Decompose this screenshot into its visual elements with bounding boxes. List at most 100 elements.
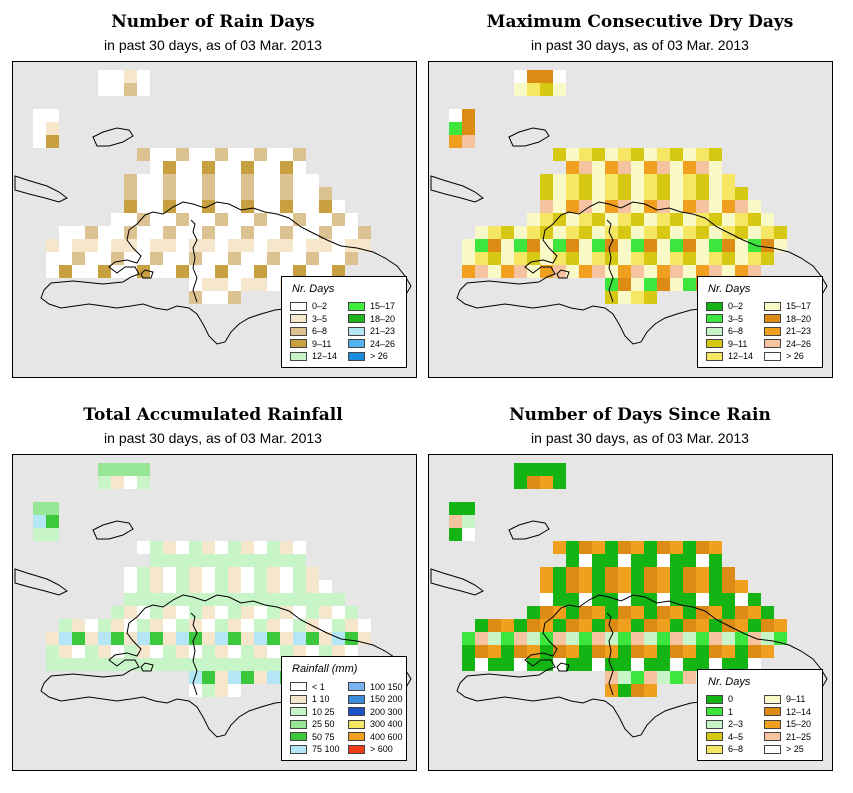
grid-cell: [683, 541, 696, 554]
legend-item: 18–20: [348, 313, 395, 324]
grid-cell: [631, 645, 644, 658]
grid-cell: [215, 606, 228, 619]
grid-cell: [293, 580, 306, 593]
grid-cell: [696, 252, 709, 265]
grid-cell: [709, 213, 722, 226]
grid-cell: [527, 252, 540, 265]
grid-cell: [475, 632, 488, 645]
grid-cell: [631, 148, 644, 161]
grid-cell: [722, 645, 735, 658]
grid-cell: [683, 278, 696, 291]
grid-cell: [683, 213, 696, 226]
grid-cell: [761, 252, 774, 265]
grid-cell: [657, 645, 670, 658]
legend-label: 21–23: [786, 326, 812, 336]
grid-cell: [306, 606, 319, 619]
grid-cell: [306, 200, 319, 213]
panel-4-title: Number of Days Since Rain: [509, 405, 771, 425]
grid-cell: [293, 213, 306, 226]
grid-cell: [293, 239, 306, 252]
grid-cell: [748, 265, 761, 278]
grid-cell: [683, 567, 696, 580]
grid-cell: [696, 174, 709, 187]
grid-cell: [137, 606, 150, 619]
legend-swatch: [290, 682, 307, 691]
grid-cell: [566, 226, 579, 239]
grid-cell: [618, 619, 631, 632]
grid-cell: [319, 252, 332, 265]
grid-cell: [462, 252, 475, 265]
grid-cell: [644, 161, 657, 174]
grid-cell: [293, 645, 306, 658]
grid-cell: [215, 174, 228, 187]
grid-cell: [696, 632, 709, 645]
grid-cell: [514, 658, 527, 671]
grid-cell: [618, 671, 631, 684]
legend-item: 24–26: [764, 338, 811, 349]
grid-cell: [293, 226, 306, 239]
grid-cell: [618, 252, 631, 265]
grid-cell: [501, 632, 514, 645]
grid-cell: [189, 265, 202, 278]
grid-cell: [644, 148, 657, 161]
grid-cell: [124, 83, 137, 96]
grid-cell: [176, 161, 189, 174]
grid-cell: [657, 593, 670, 606]
grid-cell: [631, 226, 644, 239]
legend-swatch: [290, 339, 307, 348]
grid-cell: [579, 200, 592, 213]
grid-cell: [46, 528, 59, 541]
grid-cell: [59, 645, 72, 658]
grid-cell: [332, 632, 345, 645]
grid-cell: [748, 252, 761, 265]
grid-cell: [683, 187, 696, 200]
grid-cell: [85, 239, 98, 252]
grid-cell: [306, 187, 319, 200]
grid-cell: [176, 226, 189, 239]
legend-swatch: [290, 732, 307, 741]
grid-cell: [176, 265, 189, 278]
grid-cell: [722, 239, 735, 252]
grid-cell: [449, 515, 462, 528]
grid-cell: [241, 554, 254, 567]
grid-cell: [683, 174, 696, 187]
grid-cell: [683, 606, 696, 619]
legend: Nr. Days 0–2 3–5 6–8 9–11 12–14 15–17 18–20 21–2…: [281, 275, 407, 368]
grid-cell: [579, 645, 592, 658]
legend-swatch: [706, 694, 723, 704]
grid-cell: [280, 554, 293, 567]
grid-cell: [202, 658, 215, 671]
grid-cell: [150, 567, 163, 580]
legend-label: 75 100: [312, 744, 340, 754]
grid-cell: [592, 252, 605, 265]
legend-label: 3–5: [728, 313, 744, 324]
grid-cell: [163, 554, 176, 567]
coastline: [92, 127, 134, 147]
grid-cell: [553, 70, 566, 83]
grid-cell: [631, 174, 644, 187]
grid-cell: [449, 502, 462, 515]
grid-cell: [579, 593, 592, 606]
grid-cell: [280, 580, 293, 593]
legend-swatch: [764, 314, 781, 323]
grid-cell: [111, 83, 124, 96]
grid-cell: [670, 658, 683, 671]
grid-cell: [124, 658, 137, 671]
legend-label: 9–11: [312, 338, 332, 349]
grid-cell: [540, 226, 553, 239]
grid-cell: [72, 226, 85, 239]
legend-item: 15–17: [764, 301, 811, 312]
legend-item: 25 50: [290, 719, 335, 730]
legend-label: 4–5: [728, 731, 744, 742]
grid-cell: [176, 252, 189, 265]
grid-cell: [163, 213, 176, 226]
grid-cell: [267, 567, 280, 580]
grid-cell: [59, 252, 72, 265]
grid-cell: [722, 580, 735, 593]
grid-cell: [631, 291, 644, 304]
grid-cell: [670, 200, 683, 213]
legend-item: 6–8: [706, 744, 743, 755]
grid-cell: [202, 606, 215, 619]
grid-cell: [345, 226, 358, 239]
grid-cell: [111, 658, 124, 671]
